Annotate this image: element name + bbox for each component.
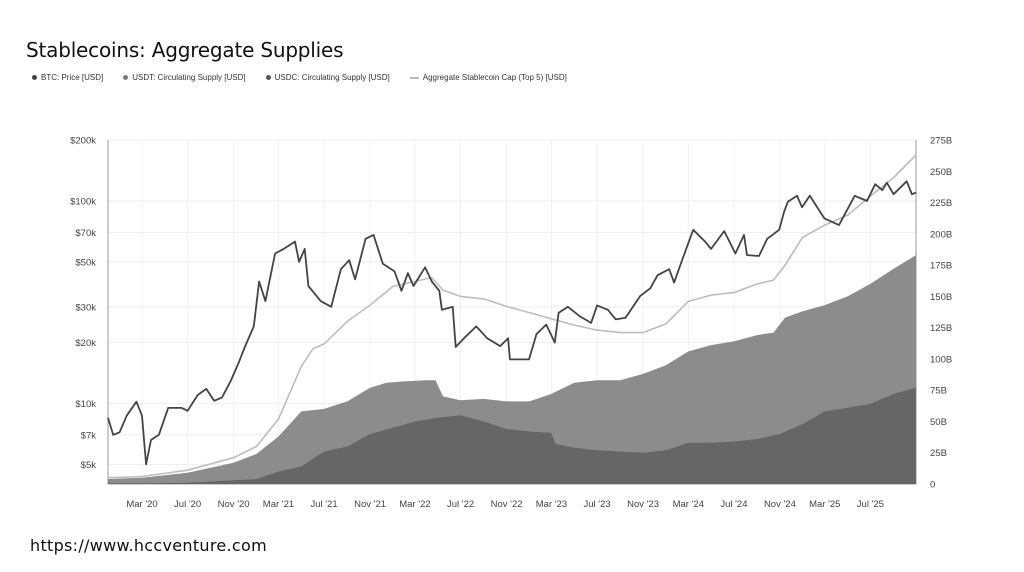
legend-item-usdt-supply[interactable]: USDT: Circulating Supply [USD]	[123, 73, 246, 82]
x-tick-label: Nov '24	[764, 499, 796, 510]
series-area-usdt	[108, 255, 916, 484]
y-right-tick-label: 150B	[930, 292, 952, 303]
legend-label-usdc-supply: USDC: Circulating Supply [USD]	[274, 73, 390, 82]
x-tick-label: Mar '21	[263, 499, 294, 510]
x-tick-label: Jul '23	[583, 499, 610, 510]
y-left-tick-label: $20k	[75, 338, 96, 349]
x-tick-label: Jul '22	[447, 499, 474, 510]
y-left-tick-label: $100k	[70, 196, 96, 207]
y-right-tick-label: 250B	[930, 167, 952, 178]
x-tick-label: Mar '23	[536, 499, 567, 510]
x-tick-label: Jul '25	[857, 499, 884, 510]
series-line-btc	[107, 180, 917, 466]
series-area-usdc	[108, 387, 916, 484]
x-tick-label: Jul '20	[174, 499, 201, 510]
y-right-tick-label: 0	[930, 480, 935, 491]
y-right-tick-label: 200B	[930, 229, 952, 240]
series-line-aggregate-stablecoin-cap-top-5-usd-	[107, 154, 917, 479]
legend-marker-btc-price	[32, 75, 37, 80]
legend-label-aggregate-cap: Aggregate Stablecoin Cap (Top 5) [USD]	[422, 73, 567, 82]
x-tick-label: Jul '21	[311, 499, 338, 510]
legend-label-usdt-supply: USDT: Circulating Supply [USD]	[132, 73, 246, 82]
chart-title: Stablecoins: Aggregate Supplies	[26, 38, 344, 62]
footer-url[interactable]: https://www.hccventure.com	[30, 536, 267, 555]
y-right-tick-label: 175B	[930, 261, 952, 272]
y-right-tick-label: 100B	[930, 354, 952, 365]
x-tick-label: Nov '22	[491, 499, 523, 510]
y-left-tick-label: $7k	[81, 430, 97, 441]
y-left-tick-label: $50k	[75, 257, 96, 268]
y-right-tick-label: 225B	[930, 198, 952, 209]
y-left-tick-label: $5k	[81, 460, 97, 471]
legend-marker-usdt-supply	[123, 75, 129, 80]
x-tick-label: Jul '24	[720, 499, 747, 510]
x-tick-label: Nov '21	[354, 499, 386, 510]
chart-legend: BTC: Price [USD] USDT: Circulating Suppl…	[32, 73, 567, 82]
legend-marker-usdc-supply	[265, 75, 271, 80]
y-right-tick-label: 50B	[930, 417, 947, 428]
y-left-tick-label: $200k	[70, 136, 96, 147]
x-tick-label: Nov '23	[627, 499, 659, 510]
x-tick-label: Mar '25	[809, 499, 840, 510]
legend-marker-aggregate-cap	[409, 76, 419, 79]
legend-item-usdc-supply[interactable]: USDC: Circulating Supply [USD]	[265, 73, 390, 82]
y-right-tick-label: 125B	[930, 323, 952, 334]
y-right-tick-label: 25B	[930, 448, 947, 459]
x-tick-label: Mar '20	[126, 499, 157, 510]
y-left-tick-label: $30k	[75, 302, 96, 313]
x-tick-label: Mar '24	[673, 499, 704, 510]
legend-item-aggregate-cap[interactable]: Aggregate Stablecoin Cap (Top 5) [USD]	[409, 73, 567, 82]
y-left-tick-label: $70k	[75, 228, 96, 239]
y-right-tick-label: 275B	[930, 136, 952, 147]
y-left-tick-label: $10k	[75, 399, 96, 410]
legend-label-btc-price: BTC: Price [USD]	[41, 73, 104, 82]
x-tick-label: Mar '22	[399, 499, 430, 510]
y-right-tick-label: 75B	[930, 386, 947, 397]
x-tick-label: Nov '20	[218, 499, 250, 510]
legend-item-btc-price[interactable]: BTC: Price [USD]	[32, 73, 103, 82]
